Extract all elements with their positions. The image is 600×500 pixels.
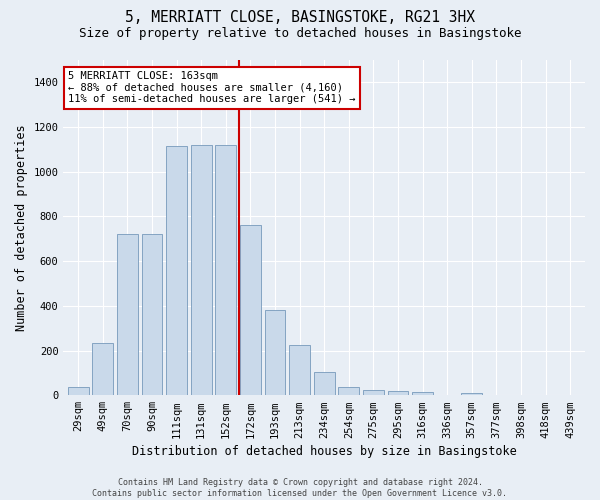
Bar	[92, 342, 113, 395]
Bar	[461, 393, 482, 395]
X-axis label: Distribution of detached houses by size in Basingstoke: Distribution of detached houses by size …	[132, 444, 517, 458]
Text: Size of property relative to detached houses in Basingstoke: Size of property relative to detached ho…	[79, 28, 521, 40]
Bar	[215, 145, 236, 395]
Bar	[338, 388, 359, 395]
Bar	[314, 372, 335, 395]
Bar	[142, 234, 163, 395]
Bar	[240, 226, 261, 395]
Bar	[412, 392, 433, 395]
Bar	[68, 388, 89, 395]
Bar	[191, 145, 212, 395]
Text: 5, MERRIATT CLOSE, BASINGSTOKE, RG21 3HX: 5, MERRIATT CLOSE, BASINGSTOKE, RG21 3HX	[125, 10, 475, 25]
Bar	[363, 390, 384, 395]
Bar	[388, 390, 409, 395]
Bar	[289, 345, 310, 395]
Bar	[166, 146, 187, 395]
Text: 5 MERRIATT CLOSE: 163sqm
← 88% of detached houses are smaller (4,160)
11% of sem: 5 MERRIATT CLOSE: 163sqm ← 88% of detach…	[68, 71, 356, 104]
Bar	[265, 310, 286, 395]
Bar	[117, 234, 138, 395]
Y-axis label: Number of detached properties: Number of detached properties	[15, 124, 28, 331]
Text: Contains HM Land Registry data © Crown copyright and database right 2024.
Contai: Contains HM Land Registry data © Crown c…	[92, 478, 508, 498]
